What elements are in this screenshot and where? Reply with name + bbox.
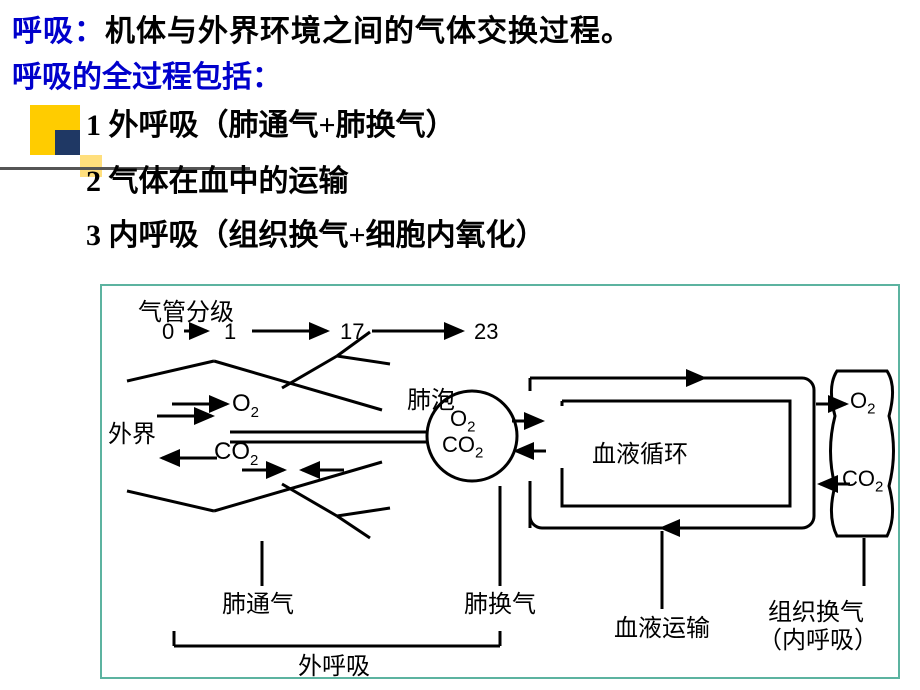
list-item-3: 3 内呼吸（组织换气+细胞内氧化） (86, 210, 546, 254)
label-transport: 血液运输 (614, 608, 710, 643)
deco-square-navy (55, 130, 80, 155)
co2t-sub: 2 (875, 478, 883, 495)
label-circulation: 血液循环 (592, 434, 688, 469)
level-23: 23 (474, 319, 498, 345)
label-internal-resp: （内呼吸） (758, 620, 878, 655)
o2-sub: 2 (251, 404, 259, 421)
definition-text: 机体与外界环境之间的气体交换过程。 (105, 15, 632, 48)
label-alveoli: 肺泡 (407, 380, 455, 415)
level-17: 17 (340, 319, 364, 345)
label-co2-alv: CO2 (442, 432, 483, 461)
label-co2-left: CO2 (214, 438, 258, 469)
label-o2-alv: O2 (450, 406, 475, 435)
label-o2-tissue: O2 (850, 388, 875, 417)
subtitle: 呼吸的全过程包括： (12, 52, 282, 96)
label-gas-exchange: 肺换气 (464, 584, 536, 619)
label-o2-left: O2 (232, 390, 259, 421)
label-outside: 外界 (108, 414, 156, 449)
level-0: 0 (162, 319, 174, 345)
o2a: O (450, 406, 467, 431)
co2-sub: 2 (250, 452, 258, 469)
list-item-2: 2 气体在血中的运输 (86, 156, 349, 200)
trachea-title: 气管分级 (138, 292, 234, 327)
respiration-diagram: 气管分级 0 1 17 23 外界 O2 CO2 肺泡 O2 CO2 血液循环 … (100, 284, 900, 679)
co2-co: CO (214, 438, 250, 465)
o2-o: O (232, 390, 251, 417)
o2t: O (850, 388, 867, 413)
label-co2-tissue: CO2 (842, 466, 883, 495)
co2a-sub: 2 (475, 444, 483, 461)
o2t-sub: 2 (867, 400, 875, 417)
term-label: 呼吸： (12, 15, 105, 48)
list-item-1: 1 外呼吸（肺通气+肺换气） (86, 100, 456, 144)
co2a: CO (442, 432, 475, 457)
definition-line: 呼吸：机体与外界环境之间的气体交换过程。 (12, 6, 632, 50)
label-ventilation: 肺通气 (222, 584, 294, 619)
co2t: CO (842, 466, 875, 491)
level-1: 1 (224, 319, 236, 345)
label-external-resp: 外呼吸 (298, 646, 370, 681)
